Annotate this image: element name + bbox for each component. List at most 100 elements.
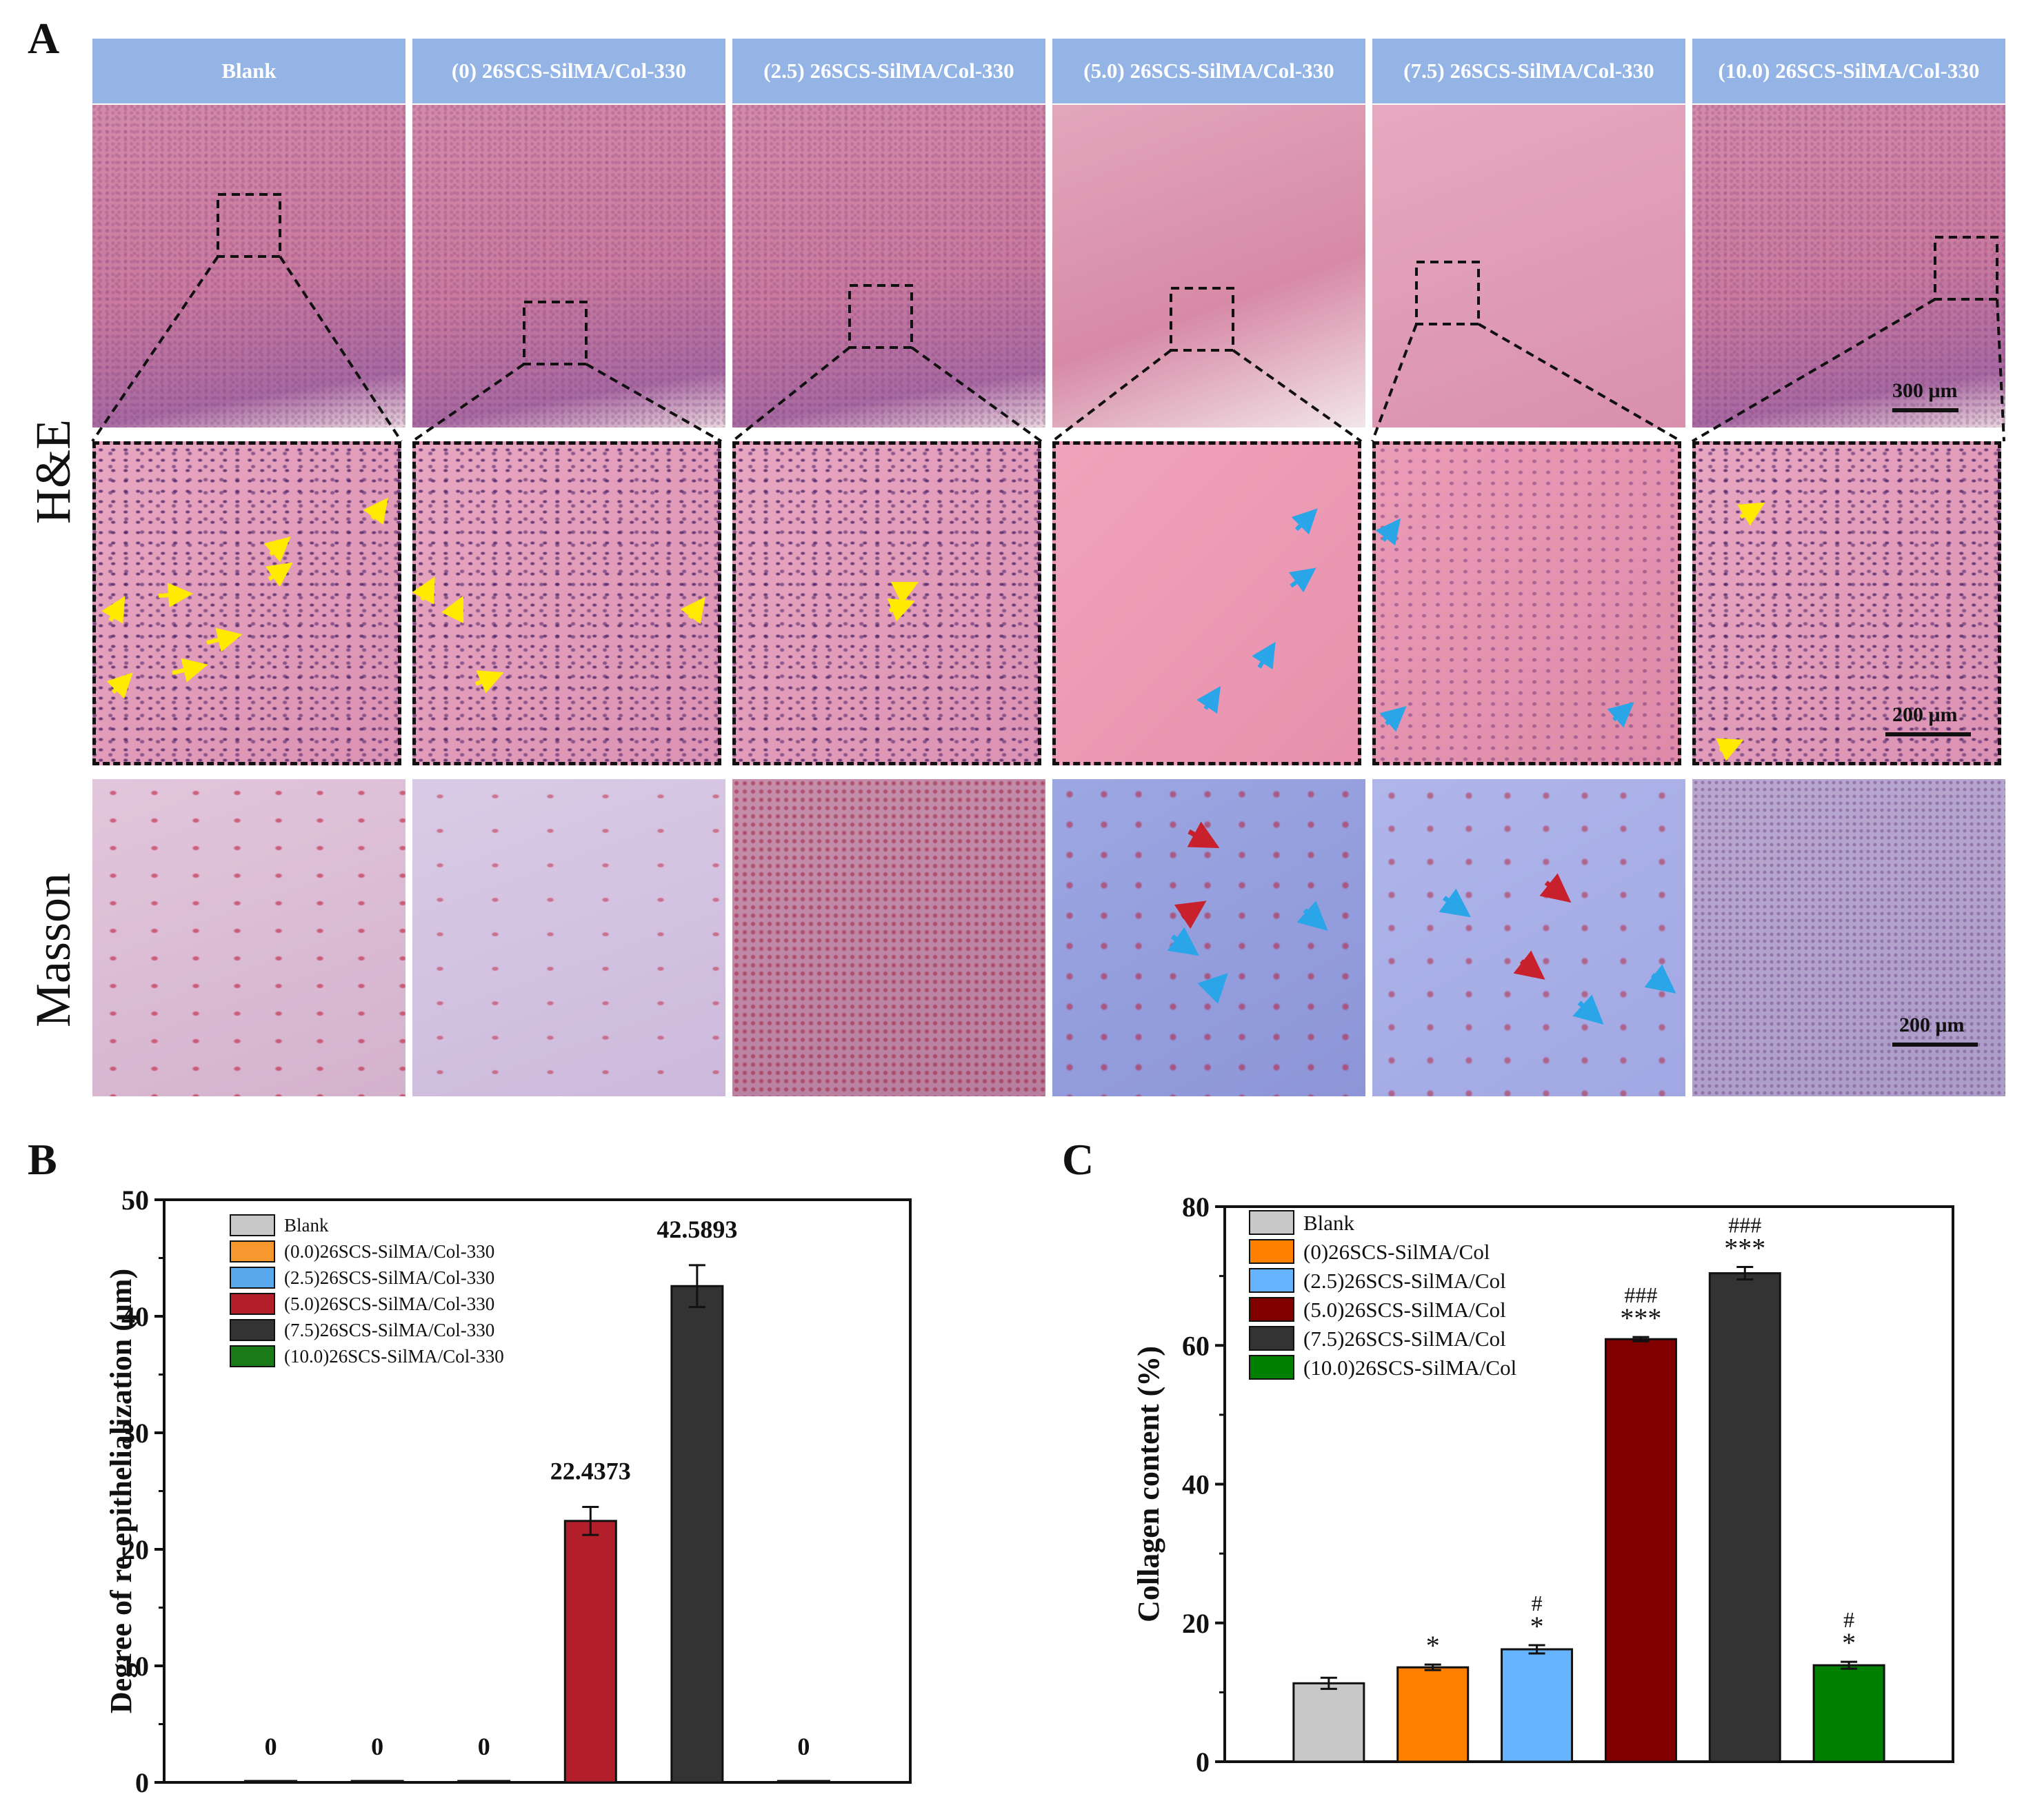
chart-c-ylabel: Collagen content (%) [1132, 1346, 1165, 1622]
chart-c-legend-label-4: (7.5)26SCS-SilMA/Col [1303, 1327, 1506, 1351]
chart-b-ylabel: Degree of re-epithelialization (μm) [104, 1269, 138, 1713]
chart-b-ytick-label-1: 10 [121, 1651, 149, 1682]
zoom-box-2-5 [848, 284, 913, 349]
he-high-7-5-image [1372, 441, 1681, 765]
chart-b-legend-label-0: Blank [284, 1215, 329, 1236]
chart-c-sig-hash-5: # [1843, 1607, 1854, 1632]
chart-c-sig-hash-4: ### [1728, 1213, 1761, 1238]
zoom-box-7-5 [1415, 261, 1480, 325]
chart-c-sig-star-2: * [1530, 1611, 1544, 1642]
panel-b-letter: B [28, 1135, 57, 1184]
chart-b-ytick-label-4: 40 [121, 1301, 149, 1332]
zoom-box-10-0 [1934, 236, 1998, 301]
chart-c-sig-star-5: * [1842, 1627, 1856, 1658]
chart-c-bar-1 [1396, 1666, 1470, 1763]
column-header-2-5: (2.5) 26SCS-SilMA/Col-330 [732, 39, 1045, 103]
chart-b-legend-swatch-3 [230, 1293, 275, 1315]
chart-b-legend-swatch-1 [230, 1240, 275, 1262]
zoom-box-blank [217, 193, 281, 258]
scale-bar-he-low [1892, 408, 1958, 412]
chart-c-sig-hash-3: ### [1624, 1282, 1657, 1307]
he-low-2-5-image [732, 105, 1045, 427]
zoom-box-0 [523, 301, 588, 365]
column-header-10-0: (10.0) 26SCS-SilMA/Col-330 [1692, 39, 2005, 103]
chart-c-legend-swatch-3 [1249, 1297, 1294, 1322]
chart-c-legend-swatch-0 [1249, 1210, 1294, 1235]
chart-c-bar-3 [1604, 1338, 1677, 1763]
chart-b-plot-frame [163, 1198, 912, 1784]
column-header-7-5: (7.5) 26SCS-SilMA/Col-330 [1372, 39, 1685, 103]
chart-c-legend-label-2: (2.5)26SCS-SilMA/Col [1303, 1269, 1506, 1293]
chart-c-sig-hash-2: # [1532, 1591, 1543, 1616]
he-low-5-0-image [1052, 105, 1365, 427]
chart-b-legend-swatch-4 [230, 1319, 275, 1341]
chart-c-ytick-label-4: 80 [1182, 1191, 1210, 1223]
chart-b-data-label-5: 0 [797, 1733, 810, 1760]
chart-b-bar-2 [457, 1780, 511, 1784]
he-low-7-5-image [1372, 105, 1685, 427]
chart-b-ytick-label-5: 50 [121, 1185, 149, 1216]
chart-b-data-label-3: 22.4373 [550, 1458, 631, 1485]
panel-c-letter: C [1062, 1135, 1094, 1184]
chart-b-re-epithelialization: 0 10 20 30 40 50 Degree of re-epithelializatio… [104, 1185, 912, 1798]
chart-b-legend-label-5: (10.0)26SCS-SilMA/Col-330 [284, 1346, 504, 1367]
zoom-box-5-0 [1170, 287, 1234, 352]
he-high-blank-image [92, 441, 401, 765]
masson-0-image [412, 779, 725, 1096]
chart-c-legend-swatch-2 [1249, 1268, 1294, 1293]
chart-b-legend-label-4: (7.5)26SCS-SilMA/Col-330 [284, 1320, 494, 1340]
chart-c-legend-swatch-4 [1249, 1326, 1294, 1351]
chart-b-legend-swatch-5 [230, 1345, 275, 1367]
scale-bar-masson [1892, 1043, 1978, 1047]
chart-c-legend-swatch-5 [1249, 1355, 1294, 1380]
scale-bar-label-he-low: 300 μm [1892, 379, 1958, 402]
chart-c-ytick-label-2: 40 [1182, 1469, 1210, 1500]
chart-c-bar-2 [1501, 1648, 1574, 1763]
chart-c-ytick-label-3: 60 [1182, 1330, 1210, 1361]
chart-b-bar-0 [244, 1780, 298, 1784]
chart-c-sig-star-1: * [1426, 1630, 1440, 1661]
chart-b-legend-swatch-0 [230, 1214, 275, 1236]
chart-b-legend-label-3: (5.0)26SCS-SilMA/Col-330 [284, 1294, 494, 1314]
scale-bar-label-he-high: 200 μm [1892, 703, 1958, 726]
chart-b-bar-4 [670, 1285, 724, 1784]
column-header-0: (0) 26SCS-SilMA/Col-330 [412, 39, 725, 103]
chart-b-ytick-label-2: 20 [121, 1534, 149, 1565]
zoom-connectors [91, 193, 2005, 443]
annotation-arrows-he [101, 497, 1765, 761]
annotation-arrows-masson [1167, 821, 1676, 1025]
masson-2-5-image [732, 779, 1045, 1096]
chart-c-ytick-label-1: 20 [1182, 1608, 1210, 1639]
chart-b-data-label-1: 0 [371, 1733, 383, 1760]
masson-7-5-image [1372, 779, 1685, 1096]
he-high-10-0-image [1692, 441, 2001, 765]
scale-bar-label-masson: 200 μm [1899, 1014, 1965, 1036]
chart-b-data-label-4: 42.5893 [657, 1216, 737, 1243]
chart-b-legend-label-2: (2.5)26SCS-SilMA/Col-330 [284, 1267, 494, 1288]
chart-c-ytick-label-0: 0 [1196, 1747, 1210, 1778]
chart-c-legend-label-3: (5.0)26SCS-SilMA/Col [1303, 1298, 1506, 1322]
chart-c-sig-star-4: *** [1724, 1233, 1765, 1264]
chart-c-legend-label-0: Blank [1303, 1211, 1355, 1235]
panel-a-letter: A [28, 14, 60, 63]
chart-b-legend-label-1: (0.0)26SCS-SilMA/Col-330 [284, 1241, 494, 1262]
chart-c-bar-0 [1292, 1682, 1365, 1763]
he-low-0-image [412, 105, 725, 427]
chart-c-legend-label-5: (10.0)26SCS-SilMA/Col [1303, 1356, 1516, 1380]
scale-bar-he-high [1885, 732, 1971, 736]
chart-b-legend-swatch-2 [230, 1267, 275, 1289]
chart-c-sig-star-3: *** [1620, 1302, 1661, 1334]
he-high-0-image [412, 441, 721, 765]
masson-blank-image [92, 779, 405, 1096]
chart-b-ytick-label-3: 30 [121, 1418, 149, 1449]
chart-b-data-label-0: 0 [265, 1733, 277, 1760]
he-high-2-5-image [732, 441, 1041, 765]
chart-c-bar-5 [1812, 1664, 1885, 1763]
chart-b-bar-1 [350, 1780, 404, 1784]
column-header-blank: Blank [92, 39, 405, 103]
chart-b-bar-5 [776, 1780, 830, 1784]
column-header-5-0: (5.0) 26SCS-SilMA/Col-330 [1052, 39, 1365, 103]
chart-c-legend-swatch-1 [1249, 1239, 1294, 1264]
he-low-10-0-image [1692, 105, 2005, 427]
